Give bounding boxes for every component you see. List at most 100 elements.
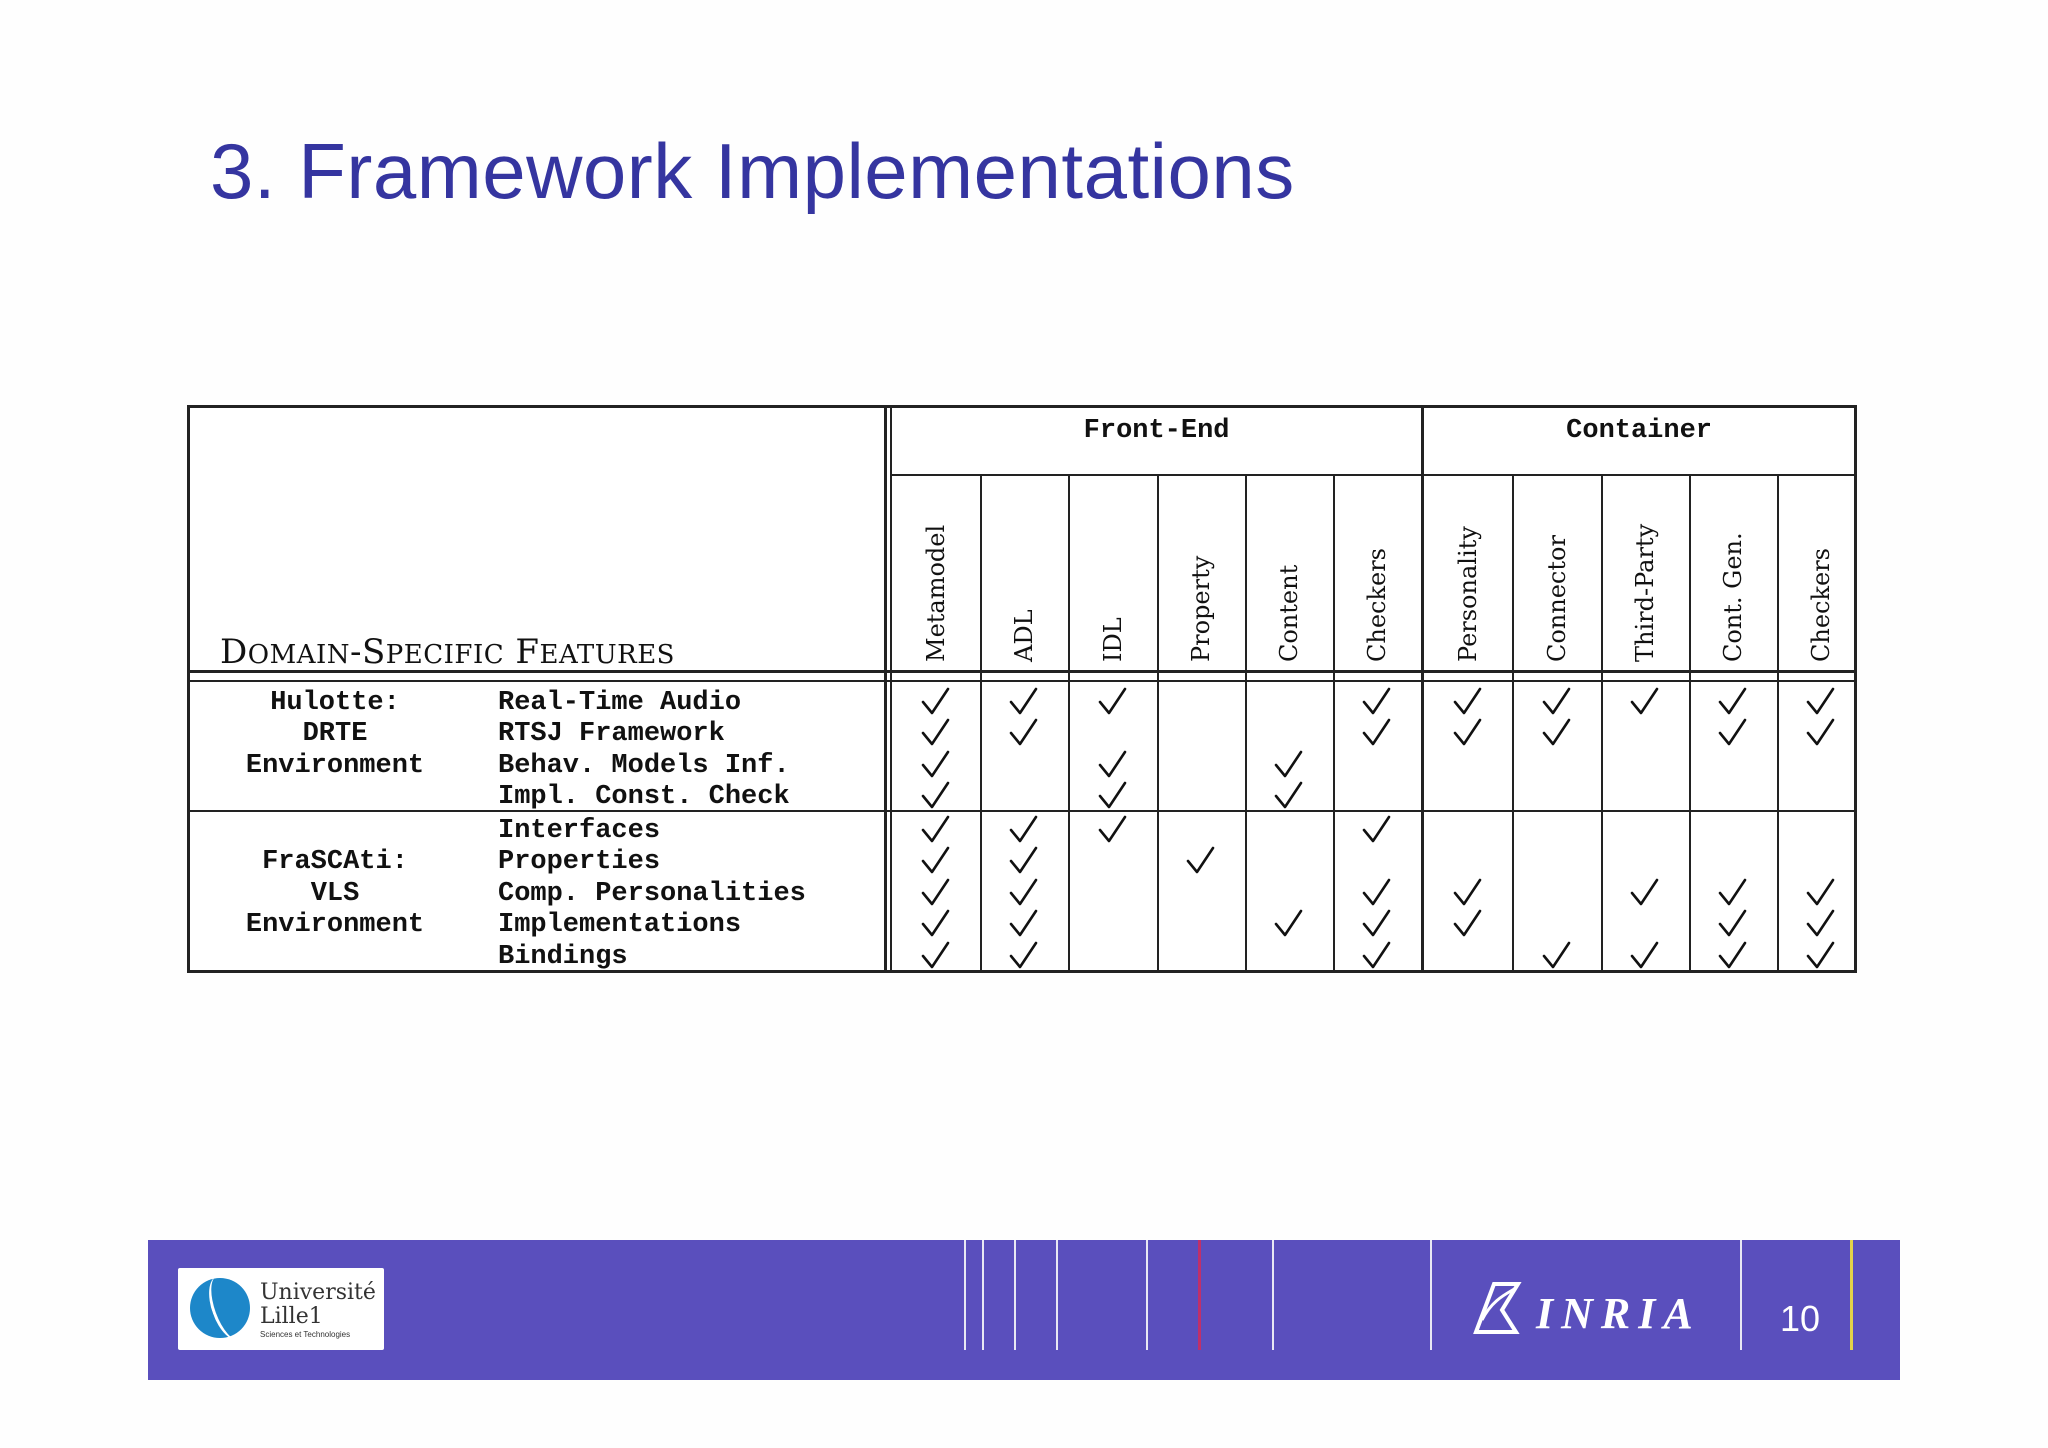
dsf-part-5: EATURES xyxy=(539,640,675,670)
column-header-third-party: Third-Party xyxy=(1630,523,1659,662)
table-vline xyxy=(1512,474,1515,970)
footer-divider xyxy=(1430,1240,1432,1350)
footer-divider xyxy=(982,1240,984,1350)
check-icon xyxy=(1361,940,1391,970)
check-icon xyxy=(1805,717,1835,747)
footer-divider xyxy=(1146,1240,1148,1350)
inria-logo-text: INRIA xyxy=(1536,1289,1701,1338)
feature-label: Comp. Personalities xyxy=(498,878,806,909)
table-hline xyxy=(190,810,1854,812)
check-icon xyxy=(1008,877,1038,907)
check-icon xyxy=(1008,940,1038,970)
dsf-part-4: F xyxy=(504,632,540,672)
footer-divider xyxy=(1272,1240,1274,1350)
universite-lille1-logo: Université Lille1 Sciences et Technologi… xyxy=(178,1268,384,1350)
section-name-line: DRTE xyxy=(302,719,368,750)
check-icon xyxy=(1185,845,1215,875)
check-icon xyxy=(1273,749,1303,779)
check-icon xyxy=(1805,877,1835,907)
check-icon xyxy=(1361,717,1391,747)
logo-text-line2: Lille1 xyxy=(260,1304,323,1329)
table-hline xyxy=(890,474,1854,476)
group-header-container: Container xyxy=(1566,416,1712,446)
check-icon xyxy=(1273,780,1303,810)
column-header-personality: Personality xyxy=(1454,526,1483,662)
section-name-line: VLS xyxy=(310,878,360,909)
dsf-part-1: OMAIN xyxy=(247,640,350,670)
table-vline xyxy=(1333,474,1335,970)
footer-divider xyxy=(1056,1240,1058,1350)
check-icon xyxy=(1717,686,1747,716)
feature-table: DOMAIN-SPECIFIC FEATURES Front-End Contai… xyxy=(187,405,1857,973)
check-icon xyxy=(1008,686,1038,716)
footer-divider-yellow xyxy=(1850,1240,1853,1350)
feature-label: Properties xyxy=(498,847,661,878)
table-hline xyxy=(190,670,1854,673)
column-header-checkers: Checkers xyxy=(1363,548,1392,662)
footer-divider xyxy=(1740,1240,1742,1350)
check-icon xyxy=(920,749,950,779)
check-icon xyxy=(920,845,950,875)
footer-divider xyxy=(1014,1240,1016,1350)
check-icon xyxy=(920,814,950,844)
table-vline xyxy=(1600,474,1603,970)
dsf-part-2: -S xyxy=(350,632,386,672)
check-icon xyxy=(1629,686,1659,716)
check-icon xyxy=(1629,877,1659,907)
column-header-content: Content xyxy=(1274,564,1303,662)
logo-text-line1: Université xyxy=(260,1280,376,1305)
page-number: 10 xyxy=(1780,1298,1821,1339)
column-header-idl: IDL xyxy=(1098,617,1127,662)
check-icon xyxy=(1805,686,1835,716)
check-icon xyxy=(1541,686,1571,716)
inria-bird-icon xyxy=(1473,1282,1522,1334)
check-icon xyxy=(920,940,950,970)
table-vline xyxy=(1068,474,1071,970)
footer-divider xyxy=(964,1240,966,1350)
table-vline xyxy=(1244,474,1247,970)
check-icon xyxy=(1717,908,1747,938)
feature-label: Real-Time Audio xyxy=(498,688,742,718)
dsf-part-0: D xyxy=(220,632,248,672)
table-hline xyxy=(190,680,1854,682)
check-icon xyxy=(1361,814,1391,844)
section-name-line: Environment xyxy=(245,910,425,941)
check-icon xyxy=(1008,717,1038,747)
table-vline xyxy=(1421,408,1425,970)
table-vline xyxy=(1156,474,1159,970)
feature-label: Impl. Const. Check xyxy=(498,782,790,813)
feature-label: Implementations xyxy=(498,910,742,941)
check-icon xyxy=(1452,877,1482,907)
check-icon xyxy=(1008,845,1038,875)
feature-label: Behav. Models Inf. xyxy=(498,750,790,781)
check-icon xyxy=(1805,908,1835,938)
lille1-globe-icon xyxy=(190,1278,250,1338)
check-icon xyxy=(920,717,950,747)
column-header-cont-gen-: Cont. Gen. xyxy=(1718,532,1747,662)
feature-label: Bindings xyxy=(498,941,628,972)
check-icon xyxy=(1717,717,1747,747)
section-name-line: Hulotte: xyxy=(270,688,400,718)
table-vline xyxy=(890,408,892,970)
table-vline xyxy=(1688,474,1691,970)
check-icon xyxy=(1452,717,1482,747)
check-icon xyxy=(1717,877,1747,907)
domain-specific-features-label: DOMAIN-SPECIFIC FEATURES xyxy=(220,632,675,672)
check-icon xyxy=(1452,686,1482,716)
footer-divider-accent xyxy=(1198,1240,1201,1350)
footer-band: Université Lille1 Sciences et Technologi… xyxy=(148,1240,1900,1380)
check-icon xyxy=(1097,814,1127,844)
check-icon xyxy=(920,908,950,938)
dsf-part-3: PECIFIC xyxy=(385,640,505,670)
check-icon xyxy=(1541,940,1571,970)
check-icon xyxy=(1097,686,1127,716)
check-icon xyxy=(1008,814,1038,844)
check-icon xyxy=(920,686,950,716)
check-icon xyxy=(1361,686,1391,716)
check-icon xyxy=(1097,780,1127,810)
check-icon xyxy=(1805,940,1835,970)
check-icon xyxy=(920,877,950,907)
check-icon xyxy=(1008,908,1038,938)
logo-text-line3: Sciences et Technologies xyxy=(260,1330,351,1339)
